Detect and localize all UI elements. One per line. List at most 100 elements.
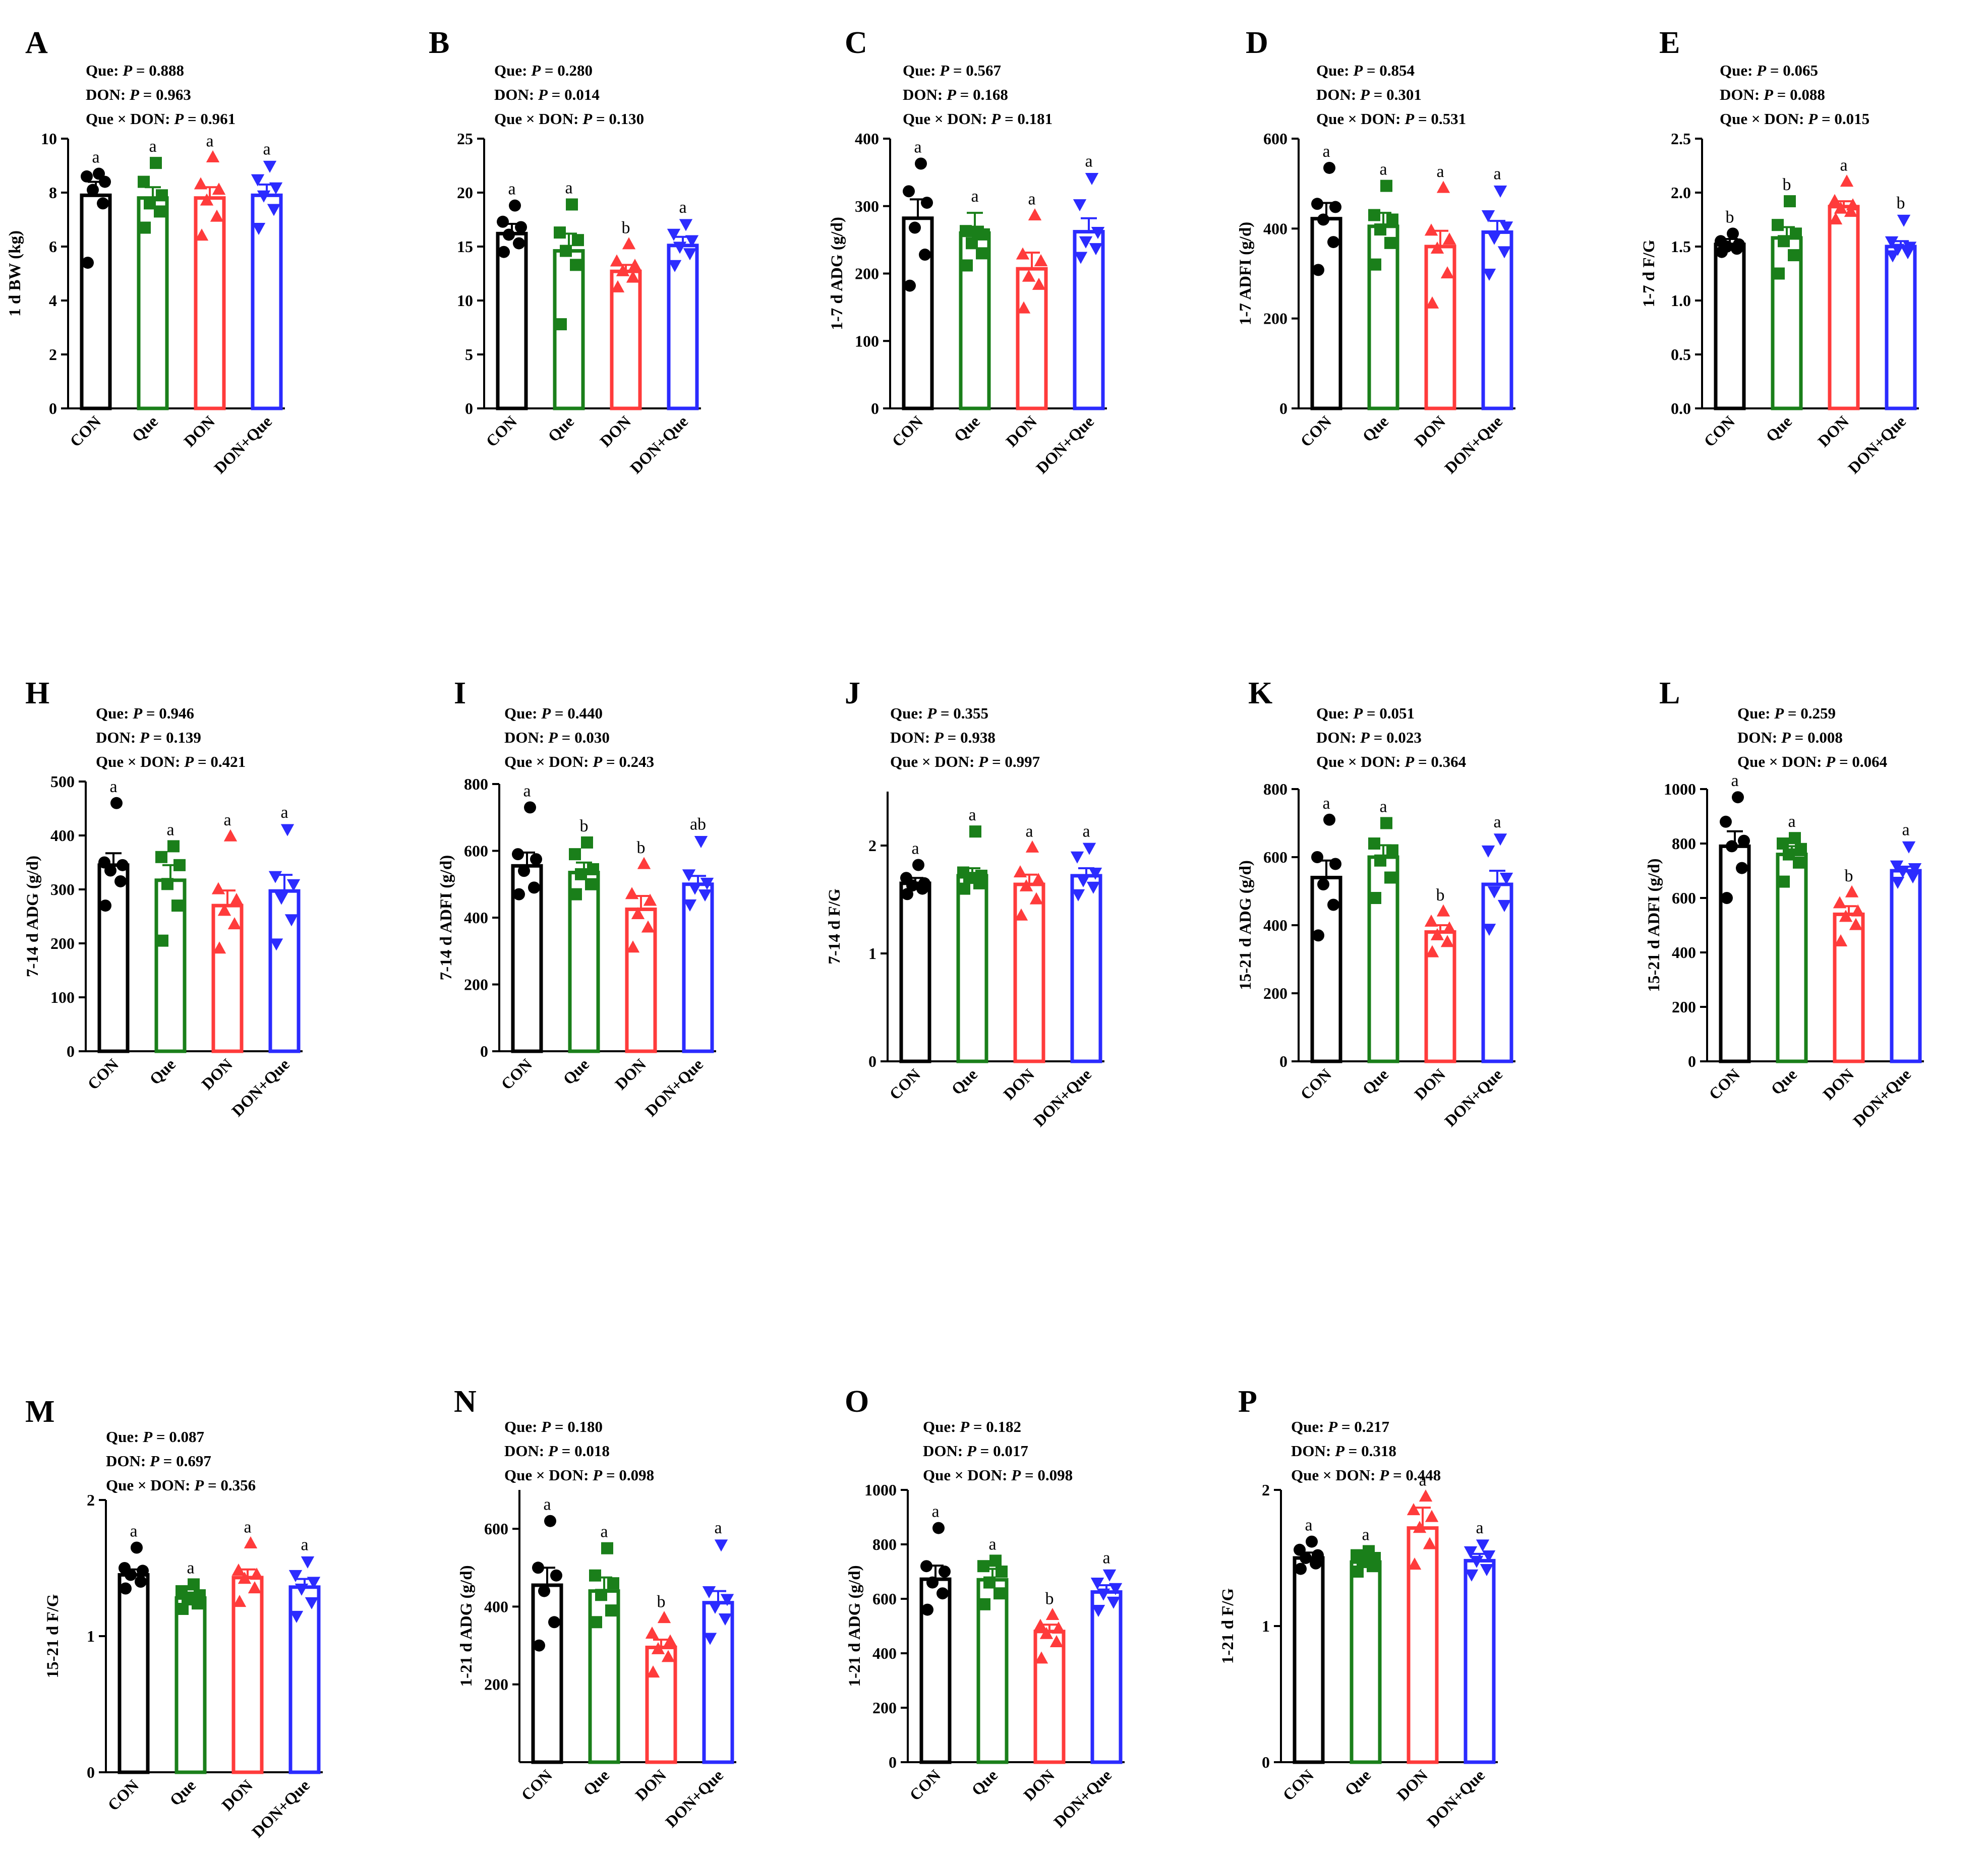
data-point [1833, 896, 1847, 909]
stat-factor-label: DON: [1291, 1442, 1335, 1460]
data-point [688, 882, 702, 895]
data-point [173, 859, 186, 871]
stat-factor-label: Que × DON: [1720, 110, 1808, 128]
data-point [81, 170, 93, 183]
stat-line: DON: P = 0.018 [504, 1442, 610, 1460]
significance-letter: a [565, 179, 572, 198]
data-point [720, 1594, 734, 1606]
data-point [1102, 1569, 1117, 1582]
significance-letter: b [637, 838, 646, 857]
data-point [513, 237, 525, 250]
data-point [932, 1522, 945, 1534]
stat-factor-label: DON: [504, 729, 548, 746]
data-point [957, 866, 969, 879]
bar-con [899, 881, 931, 1063]
stat-factor-label: Que: [903, 62, 940, 79]
stat-p-symbol: P [990, 110, 1001, 128]
stat-p-value: = 0.318 [1344, 1442, 1396, 1460]
data-point [195, 228, 209, 241]
data-point [1906, 871, 1920, 884]
data-point [1499, 221, 1513, 234]
data-point [131, 1541, 143, 1554]
data-point [1844, 205, 1858, 217]
y-tick-label: 400 [484, 1597, 508, 1615]
data-point [1086, 881, 1100, 894]
y-tick-label: 0 [1688, 1052, 1696, 1070]
data-point [1039, 1627, 1054, 1639]
y-tick-label: 800 [1672, 834, 1696, 853]
data-point [295, 1583, 309, 1596]
x-tick-label: Que [559, 1055, 593, 1088]
stat-factor-label: Que: [96, 704, 133, 722]
x-tick-label: CON [1705, 1065, 1743, 1103]
x-tick-label: DON [1000, 1065, 1038, 1103]
x-tick-label: DON+Que [210, 412, 275, 477]
x-tick-label: DON [1393, 1766, 1431, 1804]
x-tick-label: Que [544, 412, 577, 445]
data-point [1029, 892, 1043, 905]
x-tick-label: Que [166, 1776, 199, 1809]
x-tick-label: CON [517, 1766, 556, 1804]
y-tick-label: 10 [457, 291, 473, 310]
stat-factor-label: Que: [504, 704, 541, 722]
significance-letter: a [971, 187, 978, 206]
stat-line: Que: P = 0.180 [504, 1418, 603, 1435]
y-axis-label: 1-7 d F/G [1640, 240, 1658, 308]
x-tick-label: DON [596, 412, 634, 450]
data-point [651, 1642, 665, 1654]
data-point [975, 869, 987, 882]
stat-factor-label: DON: [1316, 729, 1360, 746]
x-tick-label: DON+Que [1032, 412, 1097, 477]
stat-p-symbol: P [1327, 1418, 1338, 1435]
stat-line: Que: P = 0.280 [494, 62, 593, 79]
data-point [1790, 227, 1802, 240]
significance-letter: a [206, 132, 213, 150]
data-point [718, 1613, 732, 1626]
x-tick-label: CON [66, 412, 104, 450]
stat-line: Que: P = 0.888 [86, 62, 184, 79]
data-point [1487, 886, 1501, 898]
data-point [137, 1565, 149, 1577]
data-point [274, 892, 288, 905]
data-point [120, 1582, 132, 1595]
significance-letter: b [580, 817, 589, 835]
y-tick-label: 8 [49, 184, 57, 202]
data-point [1091, 226, 1105, 239]
x-tick-label: CON [84, 1055, 122, 1093]
y-tick-label: 400 [872, 1644, 897, 1662]
data-point [533, 1639, 545, 1652]
stat-p-symbol: P [142, 1428, 153, 1446]
data-point [1890, 860, 1904, 873]
stat-factor-label: DON: [923, 1442, 967, 1460]
y-tick-label: 100 [50, 988, 75, 1006]
y-axis-label: 1-21 d ADG (g/d) [846, 1565, 864, 1687]
y-tick-label: 200 [872, 1699, 897, 1717]
significance-letter: a [244, 1518, 251, 1536]
data-point [1845, 885, 1859, 897]
stat-p-value: = 0.014 [548, 86, 600, 103]
x-tick-label: DON [611, 1055, 650, 1093]
panel-letter: K [1248, 676, 1272, 710]
data-point [1464, 1546, 1478, 1558]
data-point [1106, 1596, 1121, 1609]
data-point [1294, 1543, 1306, 1556]
stat-p-value: = 0.448 [1389, 1466, 1441, 1484]
stat-factor-label: Que × DON: [96, 753, 184, 770]
bar-con [80, 193, 112, 410]
data-point [1022, 269, 1036, 282]
data-point [301, 1556, 315, 1569]
data-point [1481, 210, 1495, 222]
data-point [1891, 877, 1905, 889]
stat-p-value: = 0.098 [1021, 1466, 1073, 1484]
data-point [694, 836, 708, 849]
x-tick-label: CON [1297, 412, 1335, 450]
data-point [286, 879, 301, 891]
data-point [1497, 246, 1511, 259]
data-point [1407, 1503, 1421, 1516]
x-tick-label: DON+Que [1050, 1766, 1115, 1831]
y-tick-label: 2 [1262, 1481, 1270, 1499]
